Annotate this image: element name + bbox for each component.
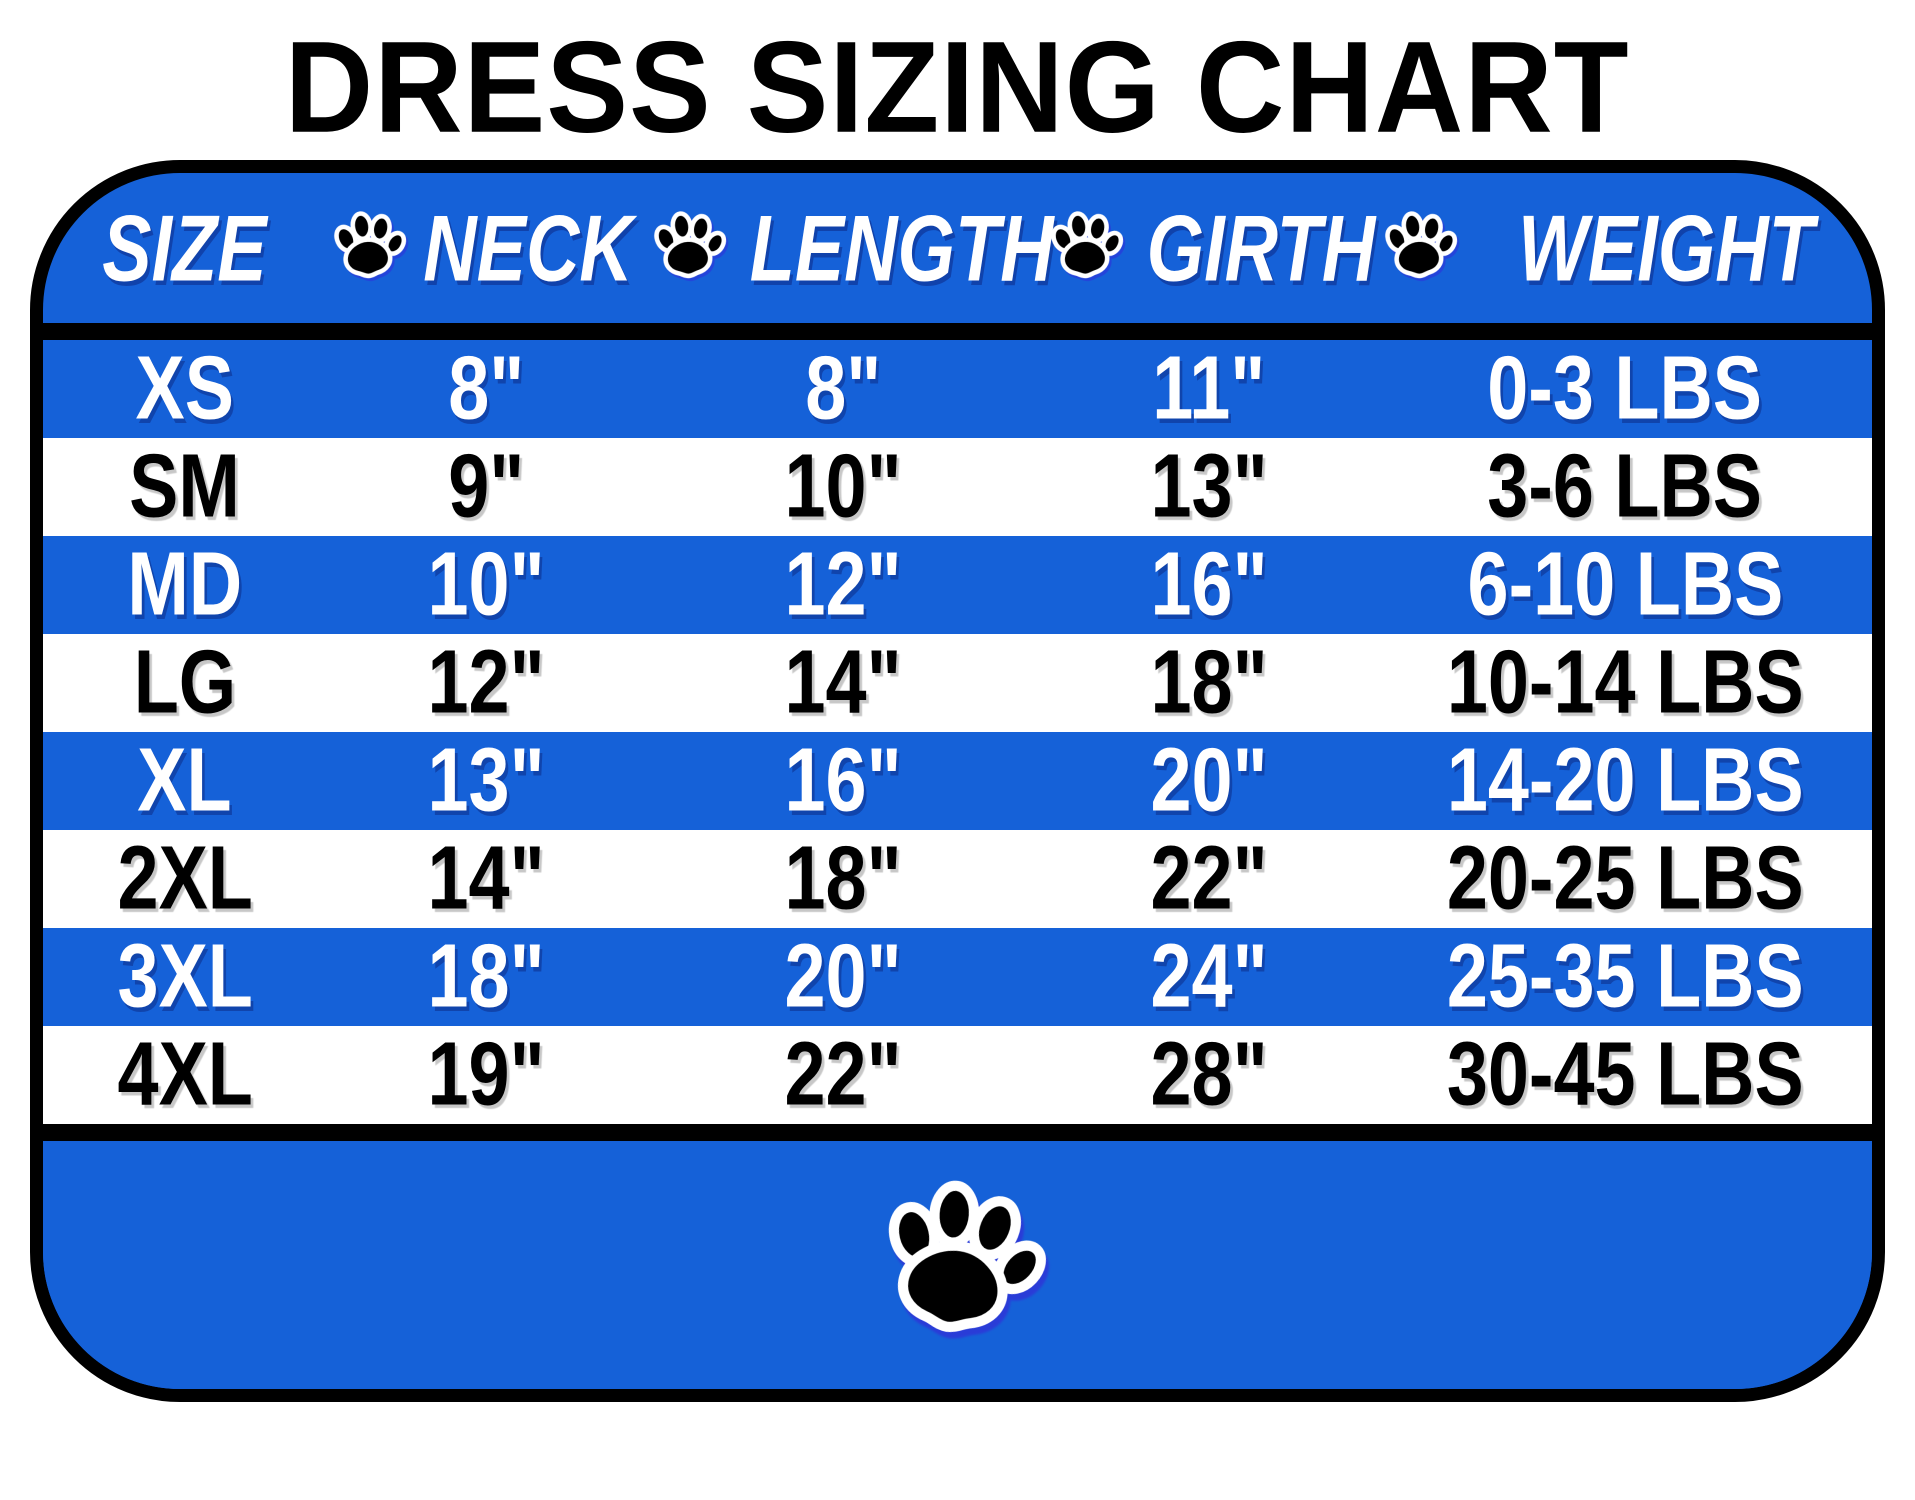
paw-icon	[647, 207, 729, 289]
size-cell: XL	[137, 730, 232, 831]
table-header: SIZE NECK LENGTH GIRTH WEIGHT	[43, 173, 1872, 323]
table-row-lg: LG 12" 14" 18" 10-14 LBS	[43, 632, 1872, 733]
header-divider	[43, 323, 1872, 340]
girth-cell: 13"	[1150, 436, 1268, 537]
length-cell: 8"	[805, 338, 882, 439]
size-cell: 3XL	[117, 926, 253, 1027]
girth-cell: 24"	[1150, 926, 1268, 1027]
table-row-sm: SM 9" 10" 13" 3-6 LBS	[43, 436, 1872, 537]
paw-icon-large	[857, 1165, 1057, 1365]
sizing-table: SIZE NECK LENGTH GIRTH WEIGHT XS 8" 8" 1…	[30, 160, 1885, 1402]
paw-icon	[1044, 207, 1126, 289]
neck-cell: 10"	[427, 534, 546, 635]
page-title-text: DRESS SIZING CHART	[285, 14, 1630, 160]
table-row-xl: XL 13" 16" 20" 14-20 LBS	[43, 730, 1872, 831]
size-cell: MD	[127, 534, 243, 635]
girth-cell: 22"	[1150, 828, 1268, 929]
weight-cell: 14-20 LBS	[1446, 730, 1804, 831]
length-cell: 22"	[784, 1024, 902, 1125]
length-cell: 12"	[784, 534, 902, 635]
neck-cell: 19"	[427, 1024, 546, 1125]
weight-cell: 20-25 LBS	[1446, 828, 1804, 929]
header-girth: GIRTH	[1146, 194, 1376, 301]
table-footer	[43, 1141, 1872, 1389]
header-size: SIZE	[102, 194, 267, 301]
table-row-4xl: 4XL 19" 22" 28" 30-45 LBS	[43, 1024, 1872, 1125]
size-cell: 4XL	[117, 1024, 253, 1125]
table-row-xs: XS 8" 8" 11" 0-3 LBS	[43, 338, 1872, 439]
page-title: DRESS SIZING CHART	[0, 0, 1915, 160]
footer-divider	[43, 1124, 1872, 1141]
weight-cell: 10-14 LBS	[1446, 632, 1804, 733]
neck-cell: 14"	[427, 828, 546, 929]
length-cell: 16"	[784, 730, 902, 831]
neck-cell: 9"	[448, 436, 525, 537]
weight-cell: 30-45 LBS	[1446, 1024, 1804, 1125]
girth-cell: 11"	[1152, 338, 1266, 439]
header-neck: NECK	[423, 194, 633, 301]
table-row-2xl: 2XL 14" 18" 22" 20-25 LBS	[43, 828, 1872, 929]
header-length: LENGTH	[749, 194, 1054, 301]
length-cell: 14"	[784, 632, 902, 733]
weight-cell: 25-35 LBS	[1446, 926, 1804, 1027]
girth-cell: 20"	[1150, 730, 1268, 831]
girth-cell: 16"	[1150, 534, 1268, 635]
header-weight: WEIGHT	[1518, 194, 1814, 301]
neck-cell: 13"	[427, 730, 546, 831]
size-cell: 2XL	[117, 828, 253, 929]
length-cell: 18"	[784, 828, 902, 929]
weight-cell: 0-3 LBS	[1487, 338, 1763, 439]
paw-icon	[327, 207, 409, 289]
length-cell: 20"	[784, 926, 902, 1027]
paw-icon	[1378, 207, 1460, 289]
neck-cell: 12"	[427, 632, 546, 733]
neck-cell: 18"	[427, 926, 546, 1027]
table-row-3xl: 3XL 18" 20" 24" 25-35 LBS	[43, 926, 1872, 1027]
neck-cell: 8"	[448, 338, 525, 439]
girth-cell: 28"	[1150, 1024, 1268, 1125]
girth-cell: 18"	[1150, 632, 1268, 733]
size-cell: SM	[129, 436, 241, 537]
weight-cell: 3-6 LBS	[1487, 436, 1763, 537]
size-cell: XS	[135, 338, 234, 439]
weight-cell: 6-10 LBS	[1467, 534, 1783, 635]
length-cell: 10"	[784, 436, 902, 537]
table-row-md: MD 10" 12" 16" 6-10 LBS	[43, 534, 1872, 635]
size-cell: LG	[133, 632, 236, 733]
